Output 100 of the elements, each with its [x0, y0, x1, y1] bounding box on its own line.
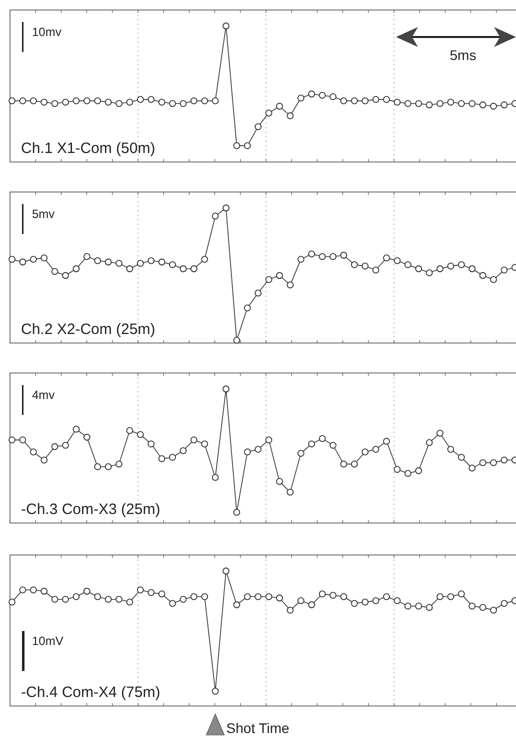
point: [394, 257, 401, 264]
point: [190, 265, 198, 272]
annotation: 5ms: [450, 47, 476, 63]
point: [318, 435, 326, 442]
point: [479, 272, 486, 279]
point: [94, 463, 102, 470]
point: [468, 265, 476, 272]
point: [308, 601, 316, 608]
point: [458, 100, 465, 107]
point: [116, 460, 122, 468]
point: [180, 265, 187, 272]
point: [51, 596, 58, 603]
point: [8, 97, 16, 104]
point: [116, 100, 122, 107]
point: [94, 257, 102, 264]
point: [8, 256, 16, 263]
text: -Ch.4 Com-X4 (75m): [21, 684, 160, 701]
point: [265, 110, 272, 116]
point: [104, 463, 112, 470]
point: [94, 97, 102, 104]
point: [265, 436, 272, 444]
point: [458, 590, 465, 598]
point: [62, 442, 69, 449]
point: [244, 304, 251, 312]
point: [83, 97, 90, 104]
point: [340, 252, 348, 259]
point: [40, 456, 48, 464]
point: [383, 593, 390, 600]
point: [330, 442, 336, 449]
point: [479, 604, 486, 611]
point: [479, 101, 486, 108]
point: [415, 100, 422, 107]
point: [383, 254, 390, 262]
point: [362, 598, 369, 606]
point: [51, 100, 58, 107]
point: [447, 98, 454, 106]
point: [62, 98, 69, 106]
point: [276, 272, 283, 279]
point: [362, 97, 369, 104]
point: [394, 98, 401, 106]
point: [169, 261, 176, 268]
point: [436, 593, 444, 600]
point: [222, 22, 230, 30]
point: [148, 257, 155, 264]
point: [330, 253, 336, 260]
point: [51, 443, 58, 450]
point: [254, 290, 262, 296]
point: [72, 426, 80, 433]
point: [415, 265, 422, 272]
point: [19, 97, 26, 104]
point: [83, 434, 90, 441]
point: [297, 94, 304, 102]
point: [30, 97, 37, 104]
point: [350, 460, 358, 468]
point: [126, 598, 134, 606]
point: [308, 90, 316, 98]
point: [126, 98, 134, 106]
point: [190, 97, 198, 104]
point: [383, 96, 390, 103]
point: [490, 276, 497, 283]
point: [19, 586, 26, 594]
point: [340, 97, 348, 104]
point: [201, 440, 208, 448]
point: [286, 488, 294, 496]
point: [233, 601, 240, 608]
point: [72, 97, 80, 104]
point: [126, 427, 134, 434]
point: [265, 593, 272, 600]
point: [500, 101, 508, 108]
point: [254, 446, 262, 453]
point: [340, 593, 348, 600]
point: [180, 100, 187, 107]
point: [362, 262, 369, 270]
point: [201, 593, 208, 600]
text: Ch.2 X2-Com (25m): [21, 321, 156, 338]
text: Shot Time: [226, 720, 290, 736]
point: [19, 258, 26, 266]
annotation: 10mv: [32, 25, 62, 39]
point: [479, 459, 486, 466]
point: [426, 269, 433, 276]
point: [254, 593, 262, 600]
annotation: 4mv: [32, 388, 55, 402]
point: [297, 450, 304, 457]
point: [126, 265, 134, 272]
point: [136, 586, 144, 594]
point: [180, 596, 187, 603]
point: [136, 260, 144, 267]
point: [51, 268, 58, 275]
point: [404, 470, 412, 477]
point: [212, 97, 219, 104]
point: [62, 596, 69, 603]
point: [276, 102, 283, 110]
point: [104, 258, 112, 266]
point: [222, 204, 230, 212]
point: [383, 438, 390, 445]
point: [318, 253, 326, 260]
point: [490, 606, 497, 614]
point: [212, 688, 219, 695]
point: [330, 592, 336, 599]
point: [330, 93, 336, 100]
